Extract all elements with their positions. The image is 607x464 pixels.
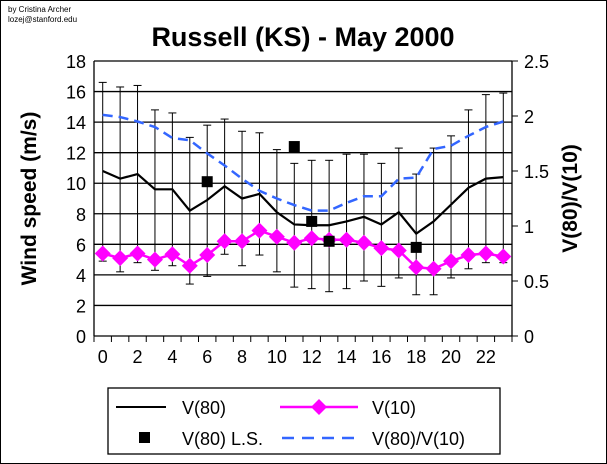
x-tick-label: 22 [476, 347, 496, 367]
credit-line: lozej@stanford.edu [8, 15, 78, 24]
v10-point [234, 233, 251, 250]
v80-ls-point [306, 215, 318, 227]
y-tick-label: 18 [66, 52, 86, 72]
v10-point [373, 240, 390, 257]
y-tick-label: 8 [76, 205, 86, 225]
y-tick-label: 0 [76, 327, 86, 347]
x-tick-label: 12 [302, 347, 322, 367]
v80-ls-point [323, 235, 335, 247]
y2-tick-label: 2.5 [524, 52, 549, 72]
v80-ls-point [410, 241, 422, 253]
y-tick-label: 6 [76, 235, 86, 255]
y2-tick-label: 1.5 [524, 162, 549, 182]
v10-point [303, 230, 320, 247]
v10-point [477, 245, 494, 262]
y-axis-label: Wind speed (m/s) [18, 112, 41, 286]
v10-point [338, 231, 355, 248]
v10-point [181, 257, 198, 274]
x-tick-label: 4 [167, 347, 177, 367]
ratio-line [102, 113, 504, 212]
x-tick-label: 10 [267, 347, 287, 367]
y2-tick-label: 0 [524, 327, 534, 347]
y-tick-label: 16 [66, 83, 86, 103]
v10-point [164, 246, 181, 263]
x-tick-label: 6 [202, 347, 212, 367]
y-tick-label: 14 [66, 113, 86, 133]
v10-point [251, 222, 268, 239]
x-tick-label: 16 [371, 347, 391, 367]
y-tick-label: 4 [76, 266, 86, 286]
x-tick-label: 14 [337, 347, 357, 367]
legend-ls-swatch [139, 432, 150, 443]
v10-point [94, 245, 111, 262]
y2-axis-label: V(80)/V(10) [559, 144, 582, 253]
x-tick-label: 8 [237, 347, 247, 367]
v10-point [443, 253, 460, 270]
author-credit: by Cristina Archer lozej@stanford.edu [8, 5, 77, 25]
legend-v10-label: V(10) [372, 398, 416, 418]
legend-v10-marker [311, 399, 327, 415]
legend [107, 387, 501, 455]
v10-point [390, 242, 407, 259]
v10-point [408, 259, 425, 276]
v10-point [286, 234, 303, 251]
v10-point [216, 233, 233, 250]
x-tick-label: 2 [133, 347, 143, 367]
v10-point [112, 250, 129, 267]
y-tick-label: 2 [76, 296, 86, 316]
legend-ls-label: V(80) L.S. [182, 429, 263, 449]
v10-point [460, 247, 477, 264]
y2-tick-label: 0.5 [524, 272, 549, 292]
v10-point [268, 228, 285, 245]
v10-point [425, 260, 442, 277]
legend-v80-label: V(80) [182, 398, 226, 418]
credit-line: by Cristina Archer [8, 5, 72, 14]
y2-tick-label: 1 [524, 217, 534, 237]
v80-ls-point [288, 141, 300, 153]
v10-point [355, 234, 372, 251]
x-tick-label: 0 [98, 347, 108, 367]
y2-tick-label: 2 [524, 107, 534, 127]
x-tick-label: 18 [406, 347, 426, 367]
v80-line [102, 169, 504, 236]
chart-title: Russell (KS) - May 2000 [151, 22, 454, 52]
v10-line [102, 229, 504, 271]
y-tick-label: 12 [66, 144, 86, 164]
v10-point [146, 251, 163, 268]
v10-point [199, 247, 216, 264]
legend-ratio-label: V(80)/V(10) [372, 429, 465, 449]
v10-point [129, 245, 146, 262]
v80-ls-point [201, 176, 213, 188]
v10-point [495, 248, 512, 265]
x-tick-label: 20 [441, 347, 461, 367]
y-tick-label: 10 [66, 174, 86, 194]
